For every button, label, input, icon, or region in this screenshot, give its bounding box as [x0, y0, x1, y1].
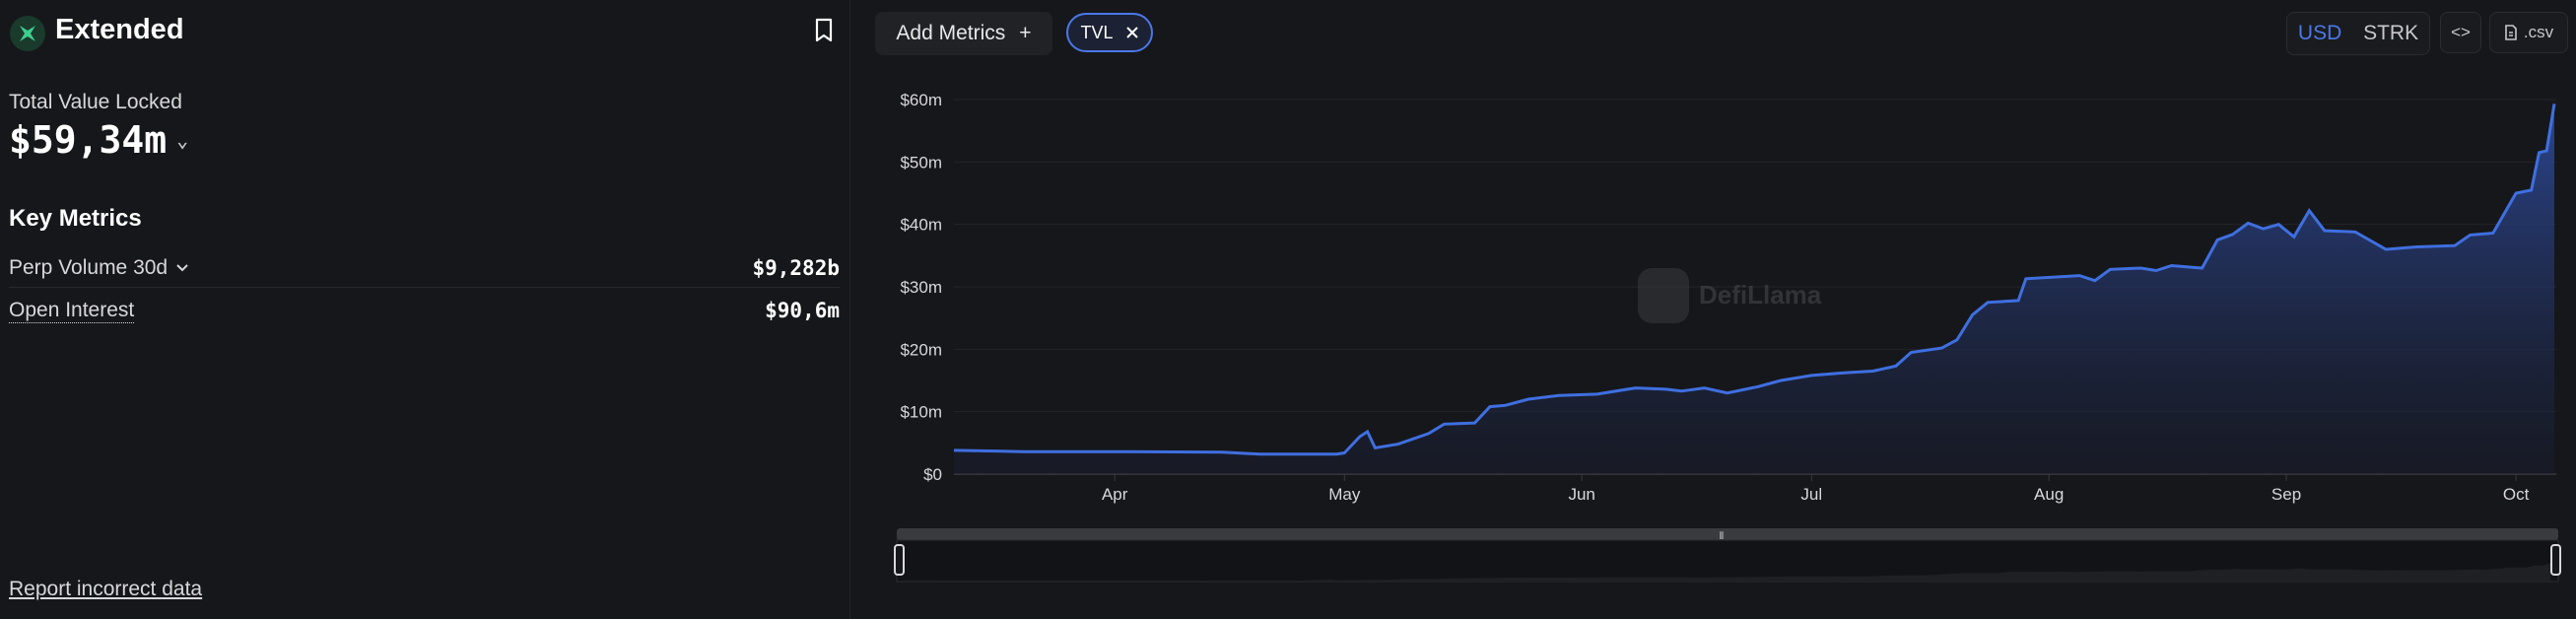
key-metrics-title: Key Metrics [9, 205, 142, 232]
x-tick-label: Apr [1102, 485, 1128, 504]
tvl-value: $59,34m [9, 118, 168, 162]
protocol-logo [10, 16, 45, 51]
add-metrics-button[interactable]: Add Metrics + [875, 12, 1052, 55]
slider-grip-icon[interactable]: ⦀ [1720, 531, 1724, 542]
slider-preview-area [905, 563, 2550, 582]
y-tick-label: $0 [923, 465, 942, 484]
protocol-panel: Extended Total Value Locked $59,34m ⌄ Ke… [0, 0, 850, 619]
x-tick-label: Aug [2034, 485, 2064, 504]
y-tick-label: $20m [900, 340, 942, 359]
metric-value: $90,6m [765, 299, 840, 322]
metric-value: $9,282b [752, 256, 840, 280]
x-tick-label: May [1328, 485, 1361, 504]
y-tick-label: $40m [900, 216, 942, 235]
tvl-metric-chip[interactable]: TVL [1066, 13, 1153, 52]
defillama-logo-icon [1638, 268, 1689, 323]
currency-option-strk[interactable]: STRK [2363, 22, 2419, 44]
close-icon[interactable] [1125, 26, 1139, 39]
slider-track-bar[interactable] [897, 528, 2558, 540]
slider-preview[interactable] [896, 539, 2559, 583]
embed-button[interactable]: <> [2440, 12, 2481, 53]
metric-label: Perp Volume 30d [9, 256, 169, 279]
bookmark-button[interactable] [814, 18, 838, 45]
plus-icon: + [1019, 22, 1032, 44]
perp-volume-dropdown[interactable]: Perp Volume 30d [9, 256, 189, 280]
metric-row-perp-volume: Perp Volume 30d $9,282b [9, 249, 840, 288]
currency-option-usd[interactable]: USD [2297, 22, 2342, 44]
extended-logo-icon [20, 26, 35, 41]
slider-left-handle[interactable] [894, 544, 905, 576]
y-tick-label: $30m [900, 278, 942, 297]
y-axis: $0 $10m $20m $30m $40m $50m $60m [900, 91, 942, 484]
code-icon: <> [2451, 23, 2471, 41]
watermark-text: DefiLlama [1699, 280, 1822, 310]
file-icon [2505, 25, 2517, 40]
bookmark-icon [815, 18, 833, 42]
slider-right-handle[interactable] [2550, 544, 2561, 576]
download-csv-button[interactable]: .csv [2489, 12, 2568, 53]
tvl-value-dropdown[interactable]: $59,34m ⌄ [9, 118, 188, 162]
x-tick-label: Jul [1800, 485, 1822, 504]
chevron-down-icon [176, 264, 188, 272]
defillama-watermark: DefiLlama [1638, 268, 1822, 323]
add-metrics-label: Add Metrics [896, 22, 1006, 44]
y-tick-label: $10m [900, 403, 942, 422]
chevron-down-icon: ⌄ [176, 128, 189, 152]
y-tick-label: $50m [900, 153, 942, 172]
x-axis: Apr May Jun Jul Aug Sep Oct [1102, 474, 2530, 504]
x-tick-label: Jun [1568, 485, 1594, 504]
report-incorrect-data-link[interactable]: Report incorrect data [9, 578, 203, 600]
chip-label: TVL [1080, 22, 1114, 42]
protocol-name: Extended [55, 14, 184, 45]
tvl-line [953, 103, 2556, 456]
csv-label: .csv [2523, 23, 2554, 41]
currency-toggle: USD STRK [2286, 12, 2430, 55]
open-interest-link[interactable]: Open Interest [9, 298, 135, 323]
metric-row-open-interest: Open Interest $90,6m [9, 292, 840, 329]
tvl-area [954, 103, 2554, 475]
x-tick-label: Sep [2271, 485, 2301, 504]
tvl-label: Total Value Locked [9, 91, 182, 113]
range-slider[interactable]: ⦀ [894, 528, 2561, 583]
y-tick-label: $60m [900, 91, 942, 109]
x-tick-label: Oct [2503, 485, 2530, 504]
